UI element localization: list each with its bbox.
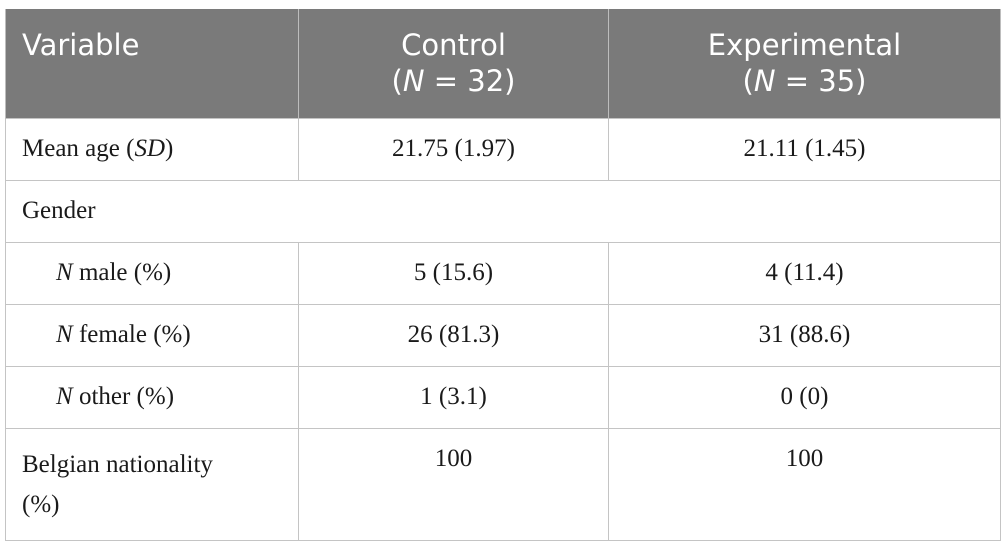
mean-age-label-text: Mean age ( bbox=[22, 135, 135, 162]
female-experimental: 31 (88.6) bbox=[608, 303, 1001, 367]
female-label: N female (%) bbox=[5, 303, 299, 367]
other-experimental: 0 (0) bbox=[608, 365, 1001, 429]
header-control: Control (N = 32) bbox=[298, 9, 609, 118]
female-control: 26 (81.3) bbox=[298, 303, 609, 367]
demographics-table: Variable Control (N = 32) Experimental (… bbox=[5, 9, 1001, 541]
other-control: 1 (3.1) bbox=[298, 365, 609, 429]
belgian-label-line2: (%) bbox=[22, 490, 60, 518]
other-label-text: other (%) bbox=[72, 383, 175, 410]
table-row-belgian: Belgian nationality (%) 100 100 bbox=[5, 427, 1001, 541]
header-control-n-suffix: = 32) bbox=[424, 64, 516, 99]
belgian-label: Belgian nationality (%) bbox=[5, 427, 299, 541]
gender-label: Gender bbox=[5, 179, 1001, 243]
header-experimental-n-prefix: ( bbox=[742, 64, 754, 99]
belgian-control: 100 bbox=[298, 427, 609, 541]
header-variable-label: Variable bbox=[22, 28, 140, 62]
header-experimental: Experimental (N = 35) bbox=[608, 9, 1001, 118]
male-control: 5 (15.6) bbox=[298, 241, 609, 305]
header-control-n: (N = 32) bbox=[299, 63, 608, 99]
male-label-n: N bbox=[56, 259, 73, 286]
mean-age-control: 21.75 (1.97) bbox=[298, 117, 609, 181]
male-label: N male (%) bbox=[5, 241, 299, 305]
header-experimental-n-suffix: = 35) bbox=[775, 64, 867, 99]
header-control-n-italic: N bbox=[402, 64, 425, 99]
mean-age-label-sd: SD bbox=[134, 135, 166, 162]
header-variable: Variable bbox=[5, 9, 299, 118]
table-row-gender: Gender bbox=[5, 179, 1001, 243]
table-row-female: N female (%) 26 (81.3) 31 (88.6) bbox=[5, 303, 1001, 367]
male-label-text: male (%) bbox=[72, 259, 172, 286]
table-row-other: N other (%) 1 (3.1) 0 (0) bbox=[5, 365, 1001, 429]
belgian-label-line1: Belgian nationality bbox=[22, 450, 213, 478]
header-control-n-prefix: ( bbox=[391, 64, 403, 99]
belgian-experimental: 100 bbox=[608, 427, 1001, 541]
other-label: N other (%) bbox=[5, 365, 299, 429]
female-label-n: N bbox=[56, 321, 73, 348]
table-row-male: N male (%) 5 (15.6) 4 (11.4) bbox=[5, 241, 1001, 305]
mean-age-label: Mean age (SD) bbox=[5, 117, 299, 181]
mean-age-experimental: 21.11 (1.45) bbox=[608, 117, 1001, 181]
header-experimental-n-italic: N bbox=[753, 64, 776, 99]
male-experimental: 4 (11.4) bbox=[608, 241, 1001, 305]
female-label-text: female (%) bbox=[72, 321, 191, 348]
header-experimental-label: Experimental bbox=[707, 28, 902, 63]
table-header: Variable Control (N = 32) Experimental (… bbox=[5, 9, 1001, 118]
header-experimental-n: (N = 35) bbox=[609, 63, 1000, 99]
table-row-mean-age: Mean age (SD) 21.75 (1.97) 21.11 (1.45) bbox=[5, 117, 1001, 181]
header-control-label: Control bbox=[401, 28, 506, 63]
header-row: Variable Control (N = 32) Experimental (… bbox=[5, 9, 1001, 118]
table-body: Mean age (SD) 21.75 (1.97) 21.11 (1.45) … bbox=[5, 117, 1001, 541]
other-label-n: N bbox=[56, 383, 73, 410]
mean-age-label-suffix: ) bbox=[165, 135, 174, 162]
